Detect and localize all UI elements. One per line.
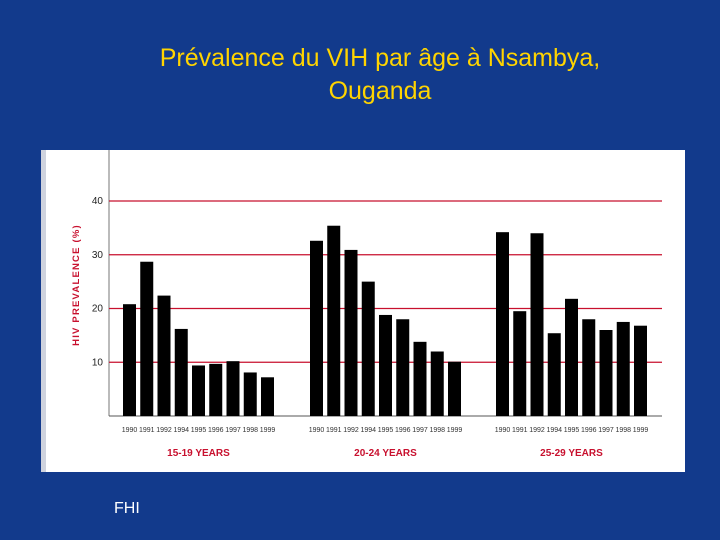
x-tick-label-g3-1994: 1994 — [546, 427, 562, 434]
x-tick-label-g1-1999: 1999 — [260, 427, 276, 434]
bar-g1-1998 — [243, 372, 257, 416]
y-axis-title: HIV PREVALENCE (%) — [71, 224, 82, 346]
slide-title: Prévalence du VIH par âge à Nsambya, Oug… — [100, 42, 660, 108]
x-tick-label-g3-1998: 1998 — [615, 427, 631, 434]
bar-g2-1994 — [361, 281, 375, 416]
bar-g2-1996 — [396, 319, 410, 416]
slide-title-line-1: Prévalence du VIH par âge à Nsambya, — [159, 44, 601, 72]
bar-g2-1997 — [413, 341, 427, 416]
bar-g3-1992 — [530, 233, 544, 416]
x-tick-label-g2-1995: 1995 — [378, 427, 394, 434]
bar-g2-1991 — [327, 225, 341, 416]
bar-g3-1997 — [599, 330, 613, 416]
x-tick-label-g1-1992: 1992 — [156, 427, 172, 434]
x-tick-label-g1-1995: 1995 — [191, 427, 207, 434]
bar-g3-1994 — [547, 333, 561, 416]
x-tick-label-g1-1991: 1991 — [139, 427, 155, 434]
x-tick-label-g2-1990: 1990 — [309, 427, 325, 434]
x-tick-label-g3-1992: 1992 — [529, 427, 545, 434]
bar-g3-1998 — [616, 321, 630, 416]
x-tick-label-g3-1990: 1990 — [495, 427, 511, 434]
bar-g1-1991 — [140, 261, 154, 416]
bar-g2-1990 — [310, 240, 323, 416]
bar-g1-1990 — [123, 304, 136, 416]
bar-g2-1992 — [344, 249, 358, 416]
panel-edge — [41, 150, 46, 472]
x-tick-label-g1-1996: 1996 — [208, 427, 224, 434]
x-tick-label-g2-1994: 1994 — [360, 427, 376, 434]
bar-g3-1990 — [496, 232, 509, 416]
x-tick-label-g1-1990: 1990 — [122, 427, 138, 434]
group-label-1: 15-19 YEARS — [167, 448, 230, 459]
x-tick-label-g1-1997: 1997 — [225, 427, 241, 434]
bar-g3-1991 — [513, 311, 527, 416]
bar-g2-1998 — [430, 351, 444, 416]
x-tick-label-g1-1994: 1994 — [173, 427, 189, 434]
bar-g1-1999 — [261, 377, 274, 416]
x-tick-label-g2-1999: 1999 — [447, 427, 463, 434]
x-tick-label-g2-1997: 1997 — [412, 427, 428, 434]
x-tick-label-g3-1996: 1996 — [581, 427, 597, 434]
bar-g3-1996 — [582, 319, 596, 416]
slide-title-line-2: Ouganda — [328, 77, 432, 105]
y-tick-label-30: 30 — [92, 250, 104, 261]
group-label-2: 20-24 YEARS — [354, 448, 417, 459]
x-tick-label-g3-1997: 1997 — [598, 427, 614, 434]
bar-g2-1999 — [448, 361, 461, 416]
x-tick-label-g2-1992: 1992 — [343, 427, 359, 434]
bar-g2-1995 — [379, 314, 392, 416]
bar-g3-1995 — [565, 298, 578, 416]
x-tick-label-g3-1995: 1995 — [564, 427, 580, 434]
bar-g1-1996 — [209, 363, 223, 416]
y-tick-label-40: 40 — [92, 196, 104, 207]
x-tick-label-g2-1991: 1991 — [326, 427, 342, 434]
x-tick-label-g2-1996: 1996 — [395, 427, 411, 434]
x-tick-label-g1-1998: 1998 — [242, 427, 258, 434]
bar-g1-1995 — [192, 365, 205, 416]
x-tick-label-g3-1999: 1999 — [633, 427, 649, 434]
group-label-3: 25-29 YEARS — [540, 448, 603, 459]
bar-g1-1994 — [174, 328, 188, 416]
bar-g3-1999 — [634, 325, 647, 416]
x-tick-label-g2-1998: 1998 — [429, 427, 445, 434]
x-tick-label-g3-1991: 1991 — [512, 427, 528, 434]
y-tick-label-10: 10 — [92, 357, 104, 368]
bar-g1-1997 — [226, 361, 240, 416]
chart-panel: 10 20 30 40 HIV PREVALENCE (%) 1990 1991 1992 19… — [41, 150, 685, 472]
bar-g1-1992 — [157, 295, 171, 416]
y-tick-label-20: 20 — [92, 304, 104, 315]
footer-source: FHI — [114, 500, 140, 517]
